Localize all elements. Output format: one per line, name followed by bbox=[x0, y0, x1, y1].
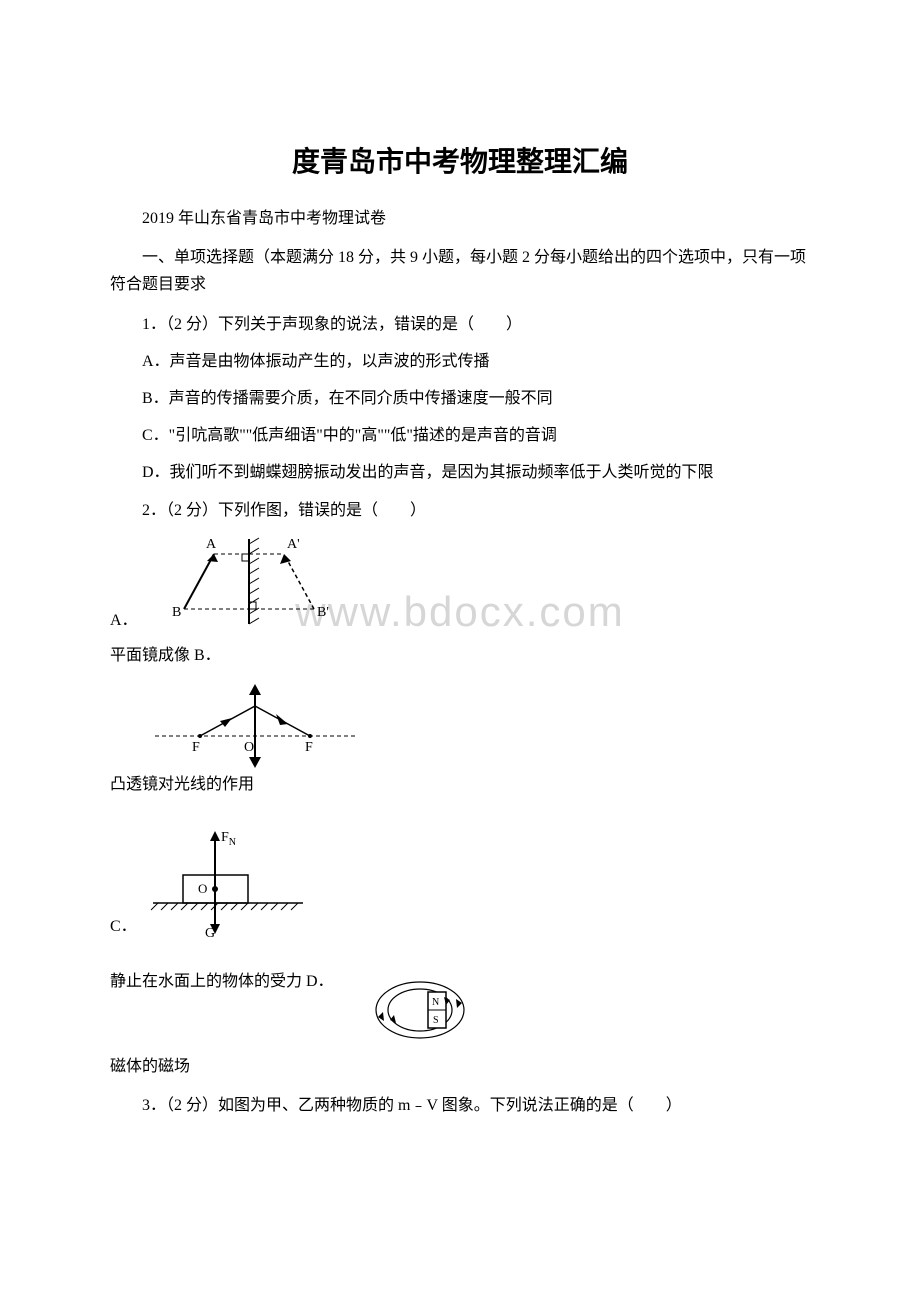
label-S: S bbox=[433, 1015, 439, 1026]
q2-diagram-b-row: F F O bbox=[140, 681, 810, 771]
magnet-field-diagram: N S bbox=[370, 975, 480, 1045]
q2-b-desc: 凸透镜对光线的作用 bbox=[110, 771, 810, 798]
q2-stem: 2．（2 分）下列作图，错误的是（ ） bbox=[110, 497, 810, 524]
document-content: 度青岛市中考物理整理汇编 2019 年山东省青岛市中考物理试卷 一、单项选择题（… bbox=[110, 140, 810, 1120]
q2-diagram-c-row: C． bbox=[110, 825, 810, 940]
label-Aprime: A' bbox=[287, 537, 300, 552]
label-G: G bbox=[205, 926, 215, 940]
label-B: B bbox=[172, 605, 181, 620]
q1-option-b: B．声音的传播需要介质，在不同介质中传播速度一般不同 bbox=[110, 385, 810, 412]
q1-option-d: D．我们听不到蝴蝶翅膀振动发出的声音，是因为其振动频率低于人类听觉的下限 bbox=[110, 459, 810, 486]
label-Bprime: B' bbox=[317, 605, 329, 620]
force-diagram: O FN G bbox=[143, 825, 313, 940]
q2-d-desc: 磁体的磁场 bbox=[110, 1053, 810, 1080]
q2-a-desc: 平面镜成像 B． bbox=[110, 642, 810, 669]
label-F2: F bbox=[305, 740, 313, 755]
plane-mirror-diagram: A A' B B' bbox=[144, 534, 354, 634]
label-F1: F bbox=[192, 740, 200, 755]
q1-option-c: C．"引吭高歌""低声细语"中的"高""低"描述的是声音的音调 bbox=[110, 422, 810, 449]
section-header: 一、单项选择题（本题满分 18 分，共 9 小题，每小题 2 分每小题给出的四个… bbox=[110, 244, 810, 298]
q1-stem: 1．（2 分）下列关于声现象的说法，错误的是（ ） bbox=[110, 311, 810, 338]
document-title: 度青岛市中考物理整理汇编 bbox=[110, 140, 810, 180]
q2-a-label: A． bbox=[110, 607, 138, 634]
label-N: N bbox=[432, 997, 439, 1008]
label-O: O bbox=[244, 740, 254, 755]
label-O-force: O bbox=[198, 881, 207, 896]
q1-option-a: A．声音是由物体振动产生的，以声波的形式传播 bbox=[110, 348, 810, 375]
subtitle-line: 2019 年山东省青岛市中考物理试卷 bbox=[110, 205, 810, 232]
q2-diagram-a-row: A． bbox=[110, 534, 810, 634]
label-A: A bbox=[206, 537, 217, 552]
convex-lens-diagram: F F O bbox=[140, 681, 370, 771]
q2-c-label: C． bbox=[110, 913, 137, 940]
q2-diagram-d-row: N S bbox=[370, 975, 810, 1045]
q3-stem: 3．（2 分）如图为甲、乙两种物质的 m﹣V 图象。下列说法正确的是（ ） bbox=[110, 1092, 810, 1119]
label-Fn: FN bbox=[221, 830, 236, 848]
